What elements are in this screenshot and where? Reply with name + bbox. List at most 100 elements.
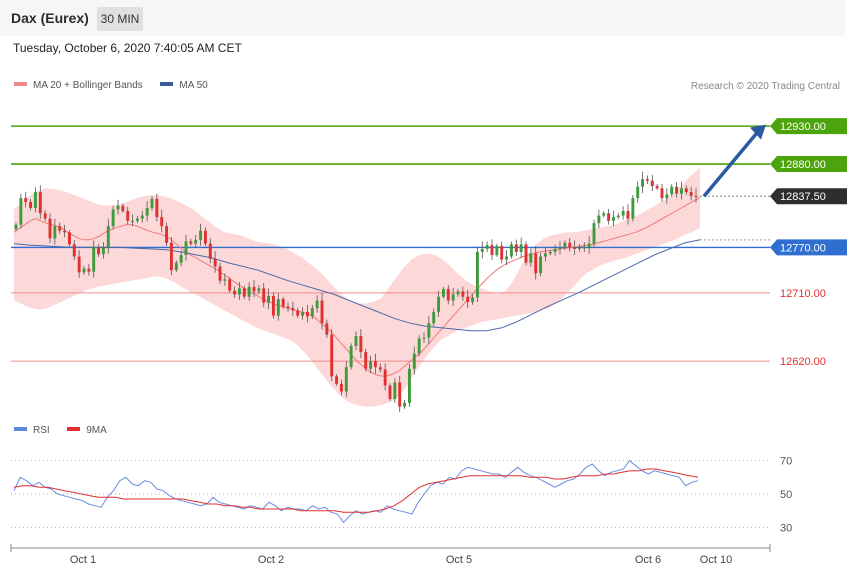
chart-header: Dax (Eurex) 30 MIN [0, 0, 845, 36]
bearish-candle [359, 336, 363, 353]
bullish-candle [393, 382, 397, 400]
bullish-candle [505, 256, 509, 260]
bearish-candle [694, 195, 698, 197]
bearish-candle [24, 198, 28, 202]
rsi-legend: RSI 9MA [14, 425, 107, 436]
bullish-candle [621, 211, 625, 216]
bearish-candle [38, 192, 42, 214]
bearish-candle [446, 289, 450, 301]
bearish-candle [675, 186, 679, 194]
bearish-candle [126, 211, 130, 221]
bearish-candle [77, 256, 81, 273]
bullish-candle [563, 242, 567, 248]
rsi-swatch [14, 427, 27, 432]
bearish-candle [335, 376, 339, 384]
bearish-candle [524, 244, 528, 263]
bullish-candle [422, 337, 426, 339]
bearish-candle [645, 179, 649, 181]
credit-text: Research © 2020 Trading Central [690, 81, 840, 92]
bearish-candle [48, 218, 52, 239]
bullish-candle [344, 367, 348, 392]
bearish-candle [534, 253, 538, 274]
rsi-line [13, 459, 699, 524]
bullish-candle [53, 226, 57, 239]
bearish-candle [121, 205, 125, 212]
bullish-candle [519, 244, 523, 252]
bearish-candle [262, 288, 266, 303]
bullish-candle [553, 248, 557, 252]
bullish-candle [417, 338, 421, 354]
bullish-candle [441, 289, 445, 297]
rsi-legend-label: RSI [33, 425, 50, 436]
bearish-candle [63, 230, 67, 233]
bullish-candle [597, 215, 601, 224]
bullish-candle [602, 213, 606, 216]
timeframe-button[interactable]: 30 MIN [97, 7, 143, 31]
bullish-candle [475, 251, 479, 298]
support-label: 12710.00 [780, 288, 826, 300]
bearish-candle [655, 186, 659, 189]
bearish-candle [398, 382, 402, 407]
bullish-candle [592, 223, 596, 244]
bearish-candle [43, 213, 47, 219]
bearish-candle [218, 266, 222, 281]
bullish-candle [184, 241, 188, 255]
bullish-candle [670, 186, 674, 195]
rsi-tick-label: 70 [780, 456, 792, 468]
bullish-candle [223, 279, 227, 281]
ma50-line [13, 239, 701, 332]
bearish-candle [29, 201, 33, 208]
bearish-candle [291, 308, 295, 311]
bearish-candle [67, 232, 71, 245]
bearish-candle [305, 311, 309, 317]
bearish-candle [58, 226, 62, 231]
resistance-label-box [770, 118, 847, 135]
bullish-candle [679, 188, 683, 194]
bullish-candle [140, 215, 144, 219]
ma20-legend-label: MA 20 + Bollinger Bands [33, 80, 143, 91]
x-tick-label: Oct 2 [258, 554, 284, 566]
bullish-candle [369, 361, 373, 369]
resistance-label: 12880.00 [780, 159, 826, 171]
bullish-candle [135, 218, 139, 221]
bullish-candle [427, 323, 431, 338]
bullish-candle [33, 192, 37, 208]
bullish-candle [92, 247, 96, 272]
bearish-candle [373, 361, 377, 368]
bullish-candle [14, 224, 18, 230]
rsi-ma9-line [13, 468, 699, 513]
last-price-label-box [770, 188, 847, 205]
bullish-candle [19, 198, 23, 225]
bullish-candle [315, 300, 319, 309]
bullish-candle [267, 295, 271, 303]
bullish-candle [456, 291, 460, 295]
bullish-candle [641, 179, 645, 187]
ma50-swatch [160, 82, 174, 87]
bullish-candle [403, 402, 407, 407]
bullish-candle [237, 288, 241, 295]
bearish-candle [208, 243, 212, 259]
bearish-candle [383, 369, 387, 386]
ma9-swatch [67, 427, 81, 432]
bearish-candle [490, 245, 494, 255]
bearish-candle [213, 258, 217, 267]
bullish-candle [106, 226, 110, 248]
bearish-candle [607, 213, 611, 221]
bullish-candle [174, 262, 178, 271]
bearish-candle [339, 383, 343, 392]
forecast-arrow-shaft [702, 130, 760, 198]
bullish-candle [116, 205, 120, 210]
bullish-candle [582, 247, 586, 249]
bearish-candle [660, 188, 664, 199]
bullish-candle [480, 248, 484, 252]
x-tick-label: Oct 10 [700, 554, 732, 566]
bearish-candle [286, 306, 290, 309]
bullish-candle [471, 297, 475, 303]
bearish-candle [650, 180, 654, 187]
resistance-label: 12930.00 [780, 121, 826, 133]
bearish-candle [626, 211, 630, 219]
bearish-candle [252, 286, 256, 292]
forecast-arrow-head [750, 124, 766, 140]
bearish-candle [689, 192, 693, 196]
instrument-title: Dax (Eurex) [11, 10, 89, 26]
